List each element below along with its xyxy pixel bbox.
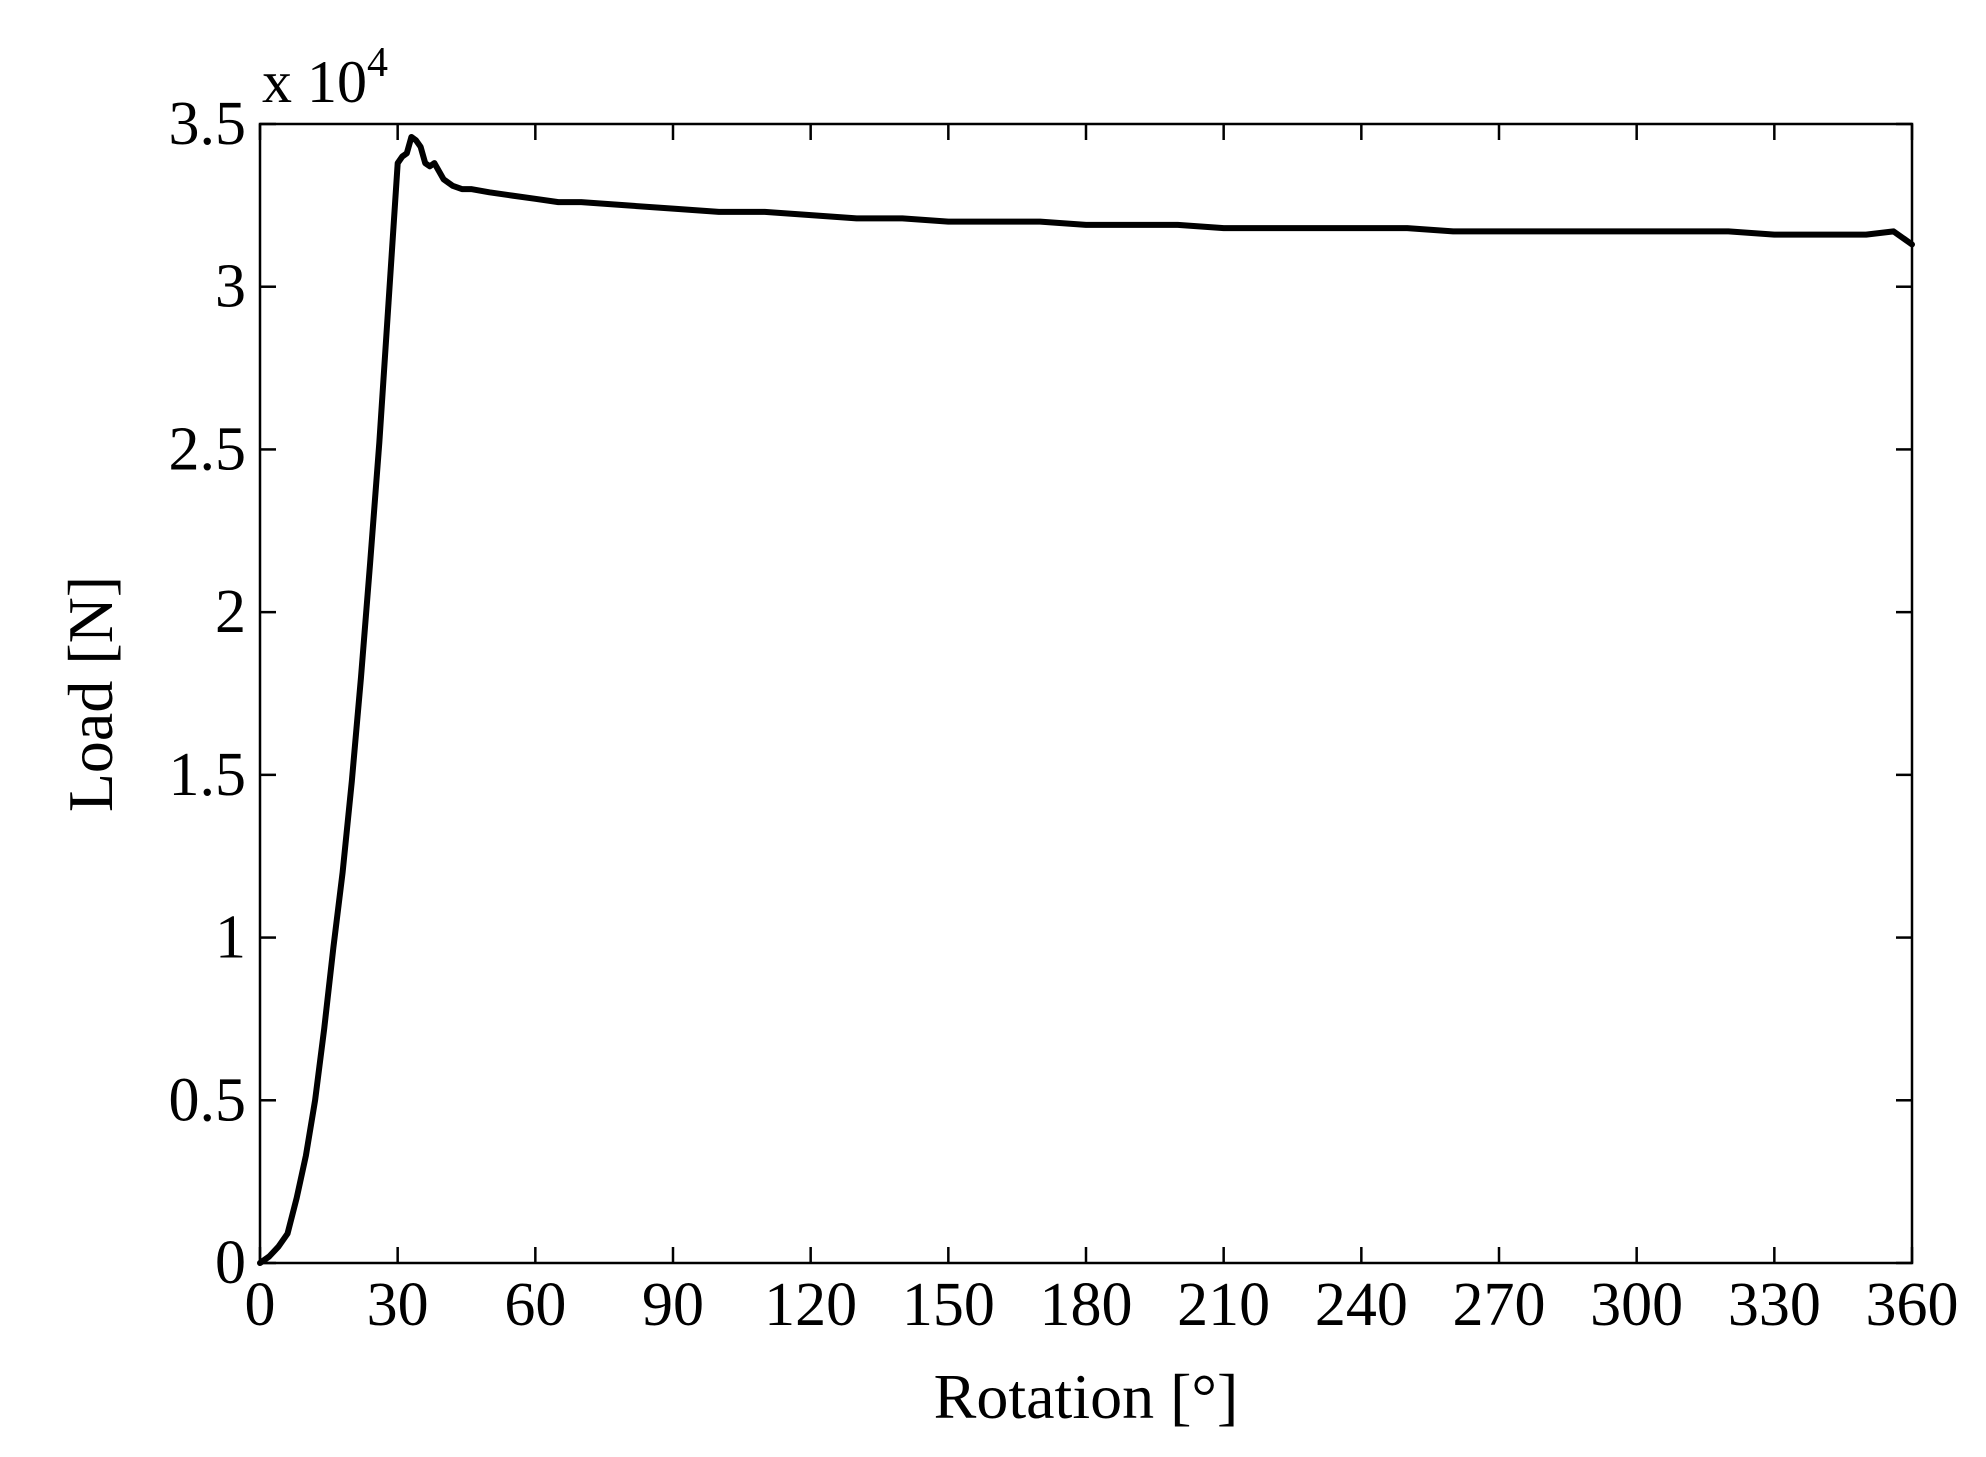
x-tick-label: 180 [1040,1271,1133,1339]
y-tick-label: 1.5 [169,741,247,809]
axis-ticks [258,122,1914,1265]
load-series-line [257,134,1915,1266]
y-tick-label: 1 [215,904,246,972]
x-tick-label: 120 [764,1271,857,1339]
y-tick-labels: 0 0.5 1 1.5 2 2.5 3 3.5 [169,90,247,1297]
y-tick-label: 0.5 [169,1066,247,1134]
y-tick-label: 0 [215,1229,246,1297]
x-tick-label: 300 [1590,1271,1683,1339]
y-tick-label: 3 [215,253,246,321]
y-tick-label: 3.5 [169,90,247,158]
x-tick-label: 0 [245,1271,276,1339]
y-exponent-power: 4 [367,40,388,86]
x-tick-label: 240 [1315,1271,1408,1339]
x-tick-label: 150 [902,1271,995,1339]
x-tick-label: 270 [1453,1271,1546,1339]
y-tick-label: 2.5 [169,415,247,483]
x-tick-label: 330 [1728,1271,1821,1339]
y-exponent-base: x 10 [262,49,367,115]
x-tick-label: 30 [367,1271,429,1339]
y-axis-label: Load [N] [55,576,126,812]
x-tick-labels: 0 30 60 90 120 150 180 210 240 270 300 330 360 [245,1271,1959,1339]
plot-area-frame [258,122,1914,1265]
x-tick-label: 210 [1177,1271,1270,1339]
x-tick-label: 90 [642,1271,704,1339]
x-axis-label: Rotation [°] [934,1361,1239,1432]
y-exponent-label: x 104 [262,40,388,115]
x-tick-label: 60 [504,1271,566,1339]
x-tick-label: 360 [1866,1271,1959,1339]
y-tick-label: 2 [215,578,246,646]
